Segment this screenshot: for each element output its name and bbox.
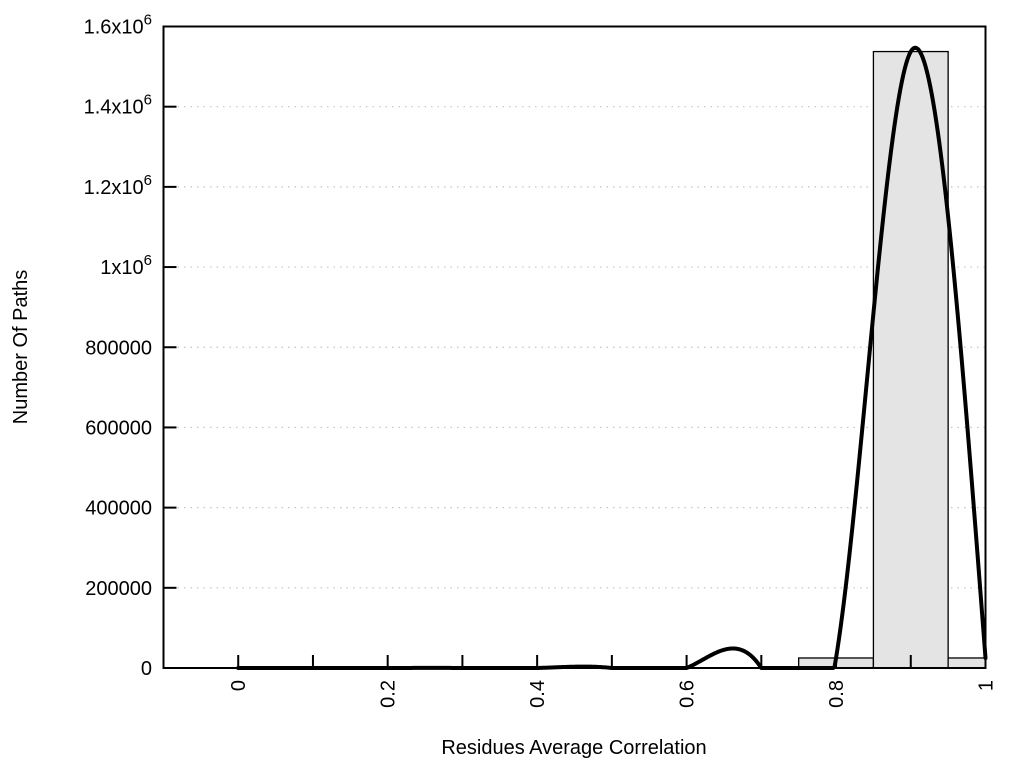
x-tick-labels: 0 0.2 0.4 0.6 0.8 1 bbox=[228, 680, 997, 708]
y-tick-label: 400000 bbox=[85, 498, 152, 520]
y-tick-label: 1.6x106 bbox=[84, 12, 152, 39]
y-tick-labels: 0 200000 400000 600000 800000 1x106 1.2x106 1.4… bbox=[84, 12, 152, 681]
x-axis-title: Residues Average Correlation bbox=[441, 737, 706, 759]
y-tick-label: 1x106 bbox=[100, 252, 152, 279]
x-tick-label: 0 bbox=[228, 680, 250, 691]
y-tick-label: 0 bbox=[141, 658, 152, 680]
y-axis-title: Number Of Paths bbox=[10, 270, 32, 425]
gridlines bbox=[164, 106, 985, 589]
x-tick-label: 0.8 bbox=[826, 680, 848, 708]
y-tick-label: 600000 bbox=[85, 417, 152, 439]
plot-border bbox=[162, 25, 987, 669]
axes bbox=[162, 25, 987, 669]
x-tick-label: 0.4 bbox=[527, 680, 549, 708]
x-tick-label: 0.2 bbox=[378, 680, 400, 708]
histogram-bar bbox=[947, 657, 987, 669]
histogram-bar bbox=[872, 50, 949, 669]
y-tick-label: 800000 bbox=[85, 337, 152, 359]
x-tick-label: 1 bbox=[976, 680, 998, 691]
y-tick-label: 1.2x106 bbox=[84, 172, 152, 199]
y-tick-label: 1.4x106 bbox=[84, 92, 152, 119]
x-tick-label: 0.6 bbox=[677, 680, 699, 708]
y-tick-label: 200000 bbox=[85, 578, 152, 600]
